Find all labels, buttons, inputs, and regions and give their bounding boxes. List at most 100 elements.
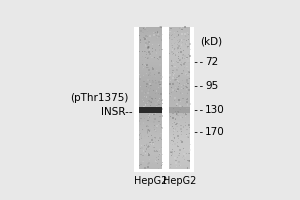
Bar: [178, 161, 180, 163]
Bar: [154, 108, 155, 109]
Bar: [175, 119, 176, 120]
Bar: [139, 153, 162, 154]
Bar: [139, 148, 162, 149]
Bar: [139, 129, 162, 130]
Bar: [169, 149, 190, 150]
Bar: [139, 63, 162, 64]
Bar: [171, 39, 173, 40]
Bar: [182, 57, 183, 59]
Bar: [139, 27, 162, 28]
Bar: [139, 88, 162, 89]
Bar: [158, 111, 160, 112]
Text: HepG2: HepG2: [163, 176, 196, 186]
Bar: [139, 113, 162, 114]
Bar: [139, 31, 162, 32]
Bar: [161, 127, 162, 128]
Bar: [174, 38, 175, 39]
Bar: [143, 150, 144, 152]
Bar: [139, 98, 162, 99]
Bar: [156, 106, 157, 107]
Bar: [169, 74, 171, 76]
Bar: [189, 103, 190, 105]
Bar: [139, 123, 162, 124]
Bar: [169, 161, 190, 162]
Bar: [155, 112, 156, 114]
Bar: [156, 160, 157, 161]
Bar: [139, 136, 162, 137]
Bar: [139, 80, 162, 81]
Bar: [169, 88, 190, 89]
Bar: [186, 43, 187, 44]
Bar: [169, 80, 190, 81]
Bar: [150, 36, 151, 38]
Bar: [169, 107, 190, 113]
Bar: [151, 111, 152, 112]
Bar: [169, 91, 190, 92]
Bar: [139, 119, 162, 120]
Bar: [158, 121, 160, 122]
Bar: [188, 137, 189, 138]
Bar: [139, 103, 162, 104]
Bar: [139, 156, 162, 157]
Bar: [147, 156, 148, 157]
Bar: [183, 85, 184, 86]
Bar: [169, 107, 170, 108]
Bar: [172, 153, 173, 155]
Bar: [169, 31, 190, 32]
Bar: [139, 108, 162, 109]
Bar: [180, 109, 181, 110]
Bar: [176, 150, 177, 151]
Bar: [142, 33, 143, 34]
Bar: [155, 111, 156, 113]
Bar: [150, 85, 152, 86]
Bar: [160, 73, 161, 74]
Bar: [162, 115, 163, 117]
Bar: [147, 30, 148, 31]
Bar: [174, 157, 176, 159]
Bar: [169, 157, 190, 158]
Bar: [169, 108, 190, 109]
Bar: [169, 130, 190, 131]
Bar: [177, 88, 179, 89]
Bar: [169, 143, 190, 144]
Bar: [181, 141, 183, 143]
Bar: [169, 115, 190, 116]
Bar: [170, 96, 171, 97]
Bar: [186, 108, 187, 109]
Bar: [180, 165, 181, 166]
Bar: [169, 38, 190, 39]
Bar: [139, 55, 162, 56]
Bar: [139, 72, 162, 73]
Bar: [179, 39, 181, 41]
Bar: [160, 73, 161, 74]
Bar: [152, 51, 153, 52]
Bar: [153, 127, 155, 128]
Bar: [161, 148, 162, 149]
Bar: [169, 96, 190, 97]
Bar: [142, 68, 143, 70]
Bar: [181, 30, 182, 31]
Bar: [185, 94, 186, 95]
Bar: [139, 69, 162, 70]
Bar: [180, 108, 182, 109]
Bar: [169, 95, 170, 96]
Bar: [177, 101, 178, 102]
Bar: [187, 85, 189, 87]
Bar: [170, 28, 172, 29]
Bar: [169, 155, 190, 156]
Bar: [175, 162, 177, 164]
Bar: [169, 137, 190, 138]
Bar: [188, 54, 189, 55]
Text: (pThr1375): (pThr1375): [70, 93, 128, 103]
Bar: [149, 35, 151, 37]
Bar: [150, 108, 152, 109]
Bar: [181, 27, 182, 28]
Bar: [146, 83, 148, 85]
Bar: [174, 32, 175, 33]
Bar: [178, 67, 179, 68]
Bar: [139, 141, 162, 142]
Bar: [159, 64, 160, 65]
Bar: [169, 150, 190, 151]
Bar: [139, 50, 162, 51]
Bar: [152, 44, 153, 45]
